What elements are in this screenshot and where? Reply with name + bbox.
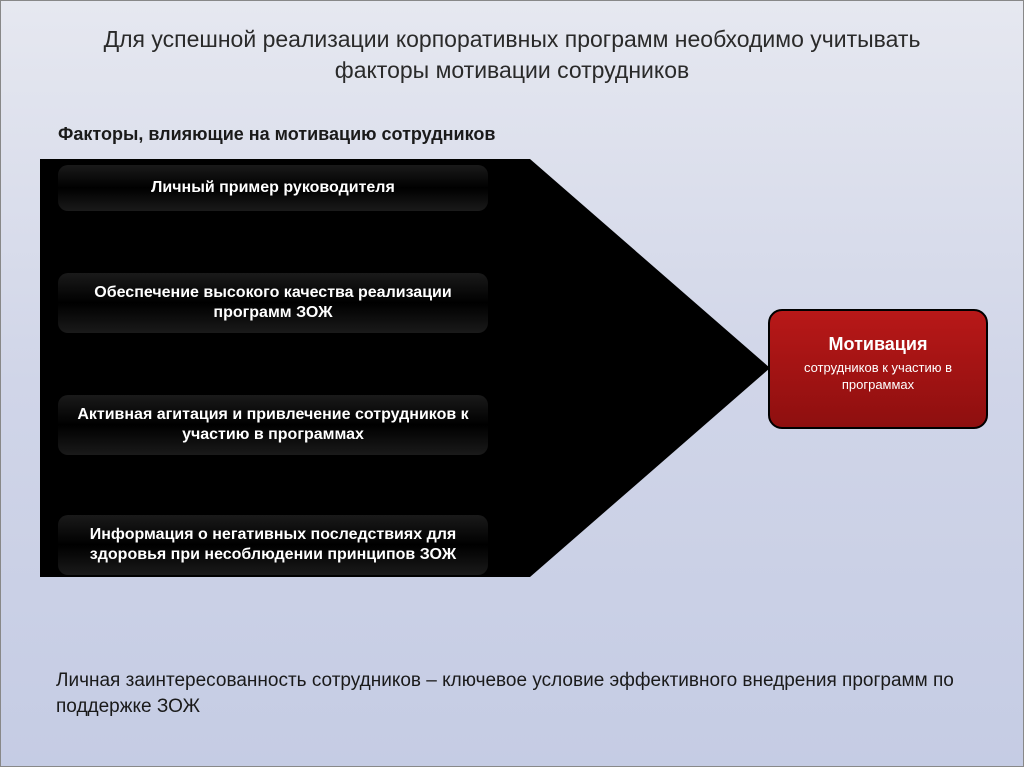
result-box: Мотивация сотрудников к участию в програ… [768, 309, 988, 429]
result-subtitle: сотрудников к участию в программах [784, 360, 972, 394]
factor-box-4: Информация о негативных последствиях для… [58, 515, 488, 575]
conclusion-text: Личная заинтересованность сотрудников – … [56, 668, 968, 721]
result-title: Мотивация [784, 333, 972, 356]
diagram-area: Личный пример руководителя Обеспечение в… [0, 159, 1024, 589]
factor-box-2: Обеспечение высокого качества реализации… [58, 273, 488, 333]
factor-box-3: Активная агитация и привлечение сотрудни… [58, 395, 488, 455]
factor-box-1: Личный пример руководителя [58, 165, 488, 211]
